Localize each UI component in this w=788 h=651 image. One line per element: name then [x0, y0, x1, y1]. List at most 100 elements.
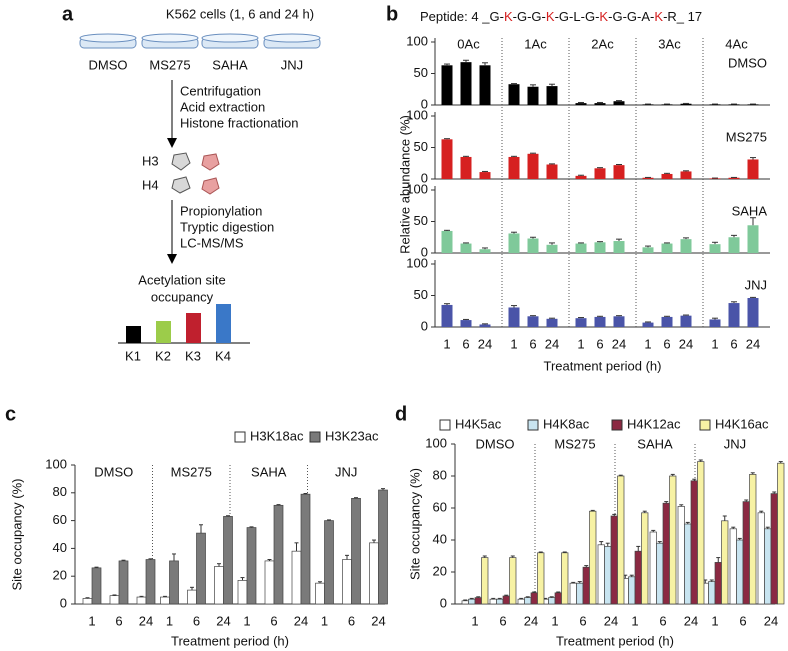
- error-bar: [172, 553, 176, 561]
- y-axis-label: Site occupancy (%): [9, 479, 24, 591]
- bar: [546, 244, 558, 253]
- bar: [548, 597, 556, 605]
- y-tick-label: 20: [53, 568, 67, 583]
- bar: [315, 582, 325, 605]
- title-char: K: [546, 9, 555, 24]
- error-bar: [612, 513, 617, 516]
- x-tick-label: 24: [478, 336, 492, 351]
- error-bar: [276, 504, 281, 506]
- icon-bar: [126, 326, 141, 343]
- panel-label: b: [386, 3, 398, 25]
- title-char: K: [599, 9, 608, 24]
- bar: [594, 316, 606, 327]
- error-bar: [645, 245, 651, 248]
- bar: [530, 592, 538, 605]
- error-bar: [597, 315, 603, 317]
- bar: [546, 86, 558, 105]
- error-bar: [712, 317, 718, 320]
- bar: [604, 546, 612, 605]
- bar: [661, 173, 673, 179]
- bar: [187, 589, 197, 605]
- error-bar: [148, 558, 153, 560]
- x-tick-label: 1: [711, 336, 718, 351]
- group-label: 2Ac: [591, 36, 614, 51]
- error-bar: [597, 101, 603, 104]
- title-char: t: [443, 9, 447, 24]
- x-tick-label: 1: [443, 336, 450, 351]
- error-bar: [549, 242, 555, 245]
- bar: [342, 559, 352, 605]
- panel-label: c: [5, 403, 16, 425]
- bar: [527, 153, 539, 179]
- bar: [82, 598, 93, 605]
- legend-label: H4K12ac: [627, 416, 681, 431]
- error-bar: [530, 152, 536, 154]
- bar: [661, 243, 673, 253]
- title-char: -: [581, 9, 585, 24]
- error-bar: [657, 541, 662, 544]
- bar: [613, 241, 625, 253]
- error-bar: [217, 563, 221, 567]
- bar: [747, 298, 759, 327]
- title-char: G: [585, 9, 595, 24]
- x-tick-label: 24: [679, 336, 693, 351]
- error-bar: [712, 241, 718, 245]
- bar: [661, 104, 673, 105]
- error-bar: [94, 566, 99, 568]
- error-bar: [616, 100, 622, 102]
- bar: [291, 550, 302, 605]
- title-char: -: [542, 9, 546, 24]
- bar: [169, 560, 179, 605]
- bar: [508, 233, 520, 253]
- error-bar: [463, 318, 469, 321]
- error-bar: [578, 101, 584, 104]
- error-bar: [618, 474, 623, 476]
- error-bar: [759, 510, 764, 513]
- dish-label: JNJ: [281, 57, 303, 72]
- error-bar: [444, 303, 450, 305]
- error-bar: [577, 581, 582, 584]
- bar: [575, 175, 587, 179]
- bar: [728, 237, 740, 253]
- error-bar: [549, 83, 555, 87]
- bar: [300, 493, 311, 605]
- x-tick-label: 1: [321, 613, 328, 628]
- bar: [736, 539, 744, 605]
- error-bar: [249, 526, 254, 528]
- error-bar: [519, 597, 524, 600]
- error-bar: [651, 529, 656, 532]
- error-bar: [664, 315, 670, 317]
- error-bar: [226, 515, 230, 517]
- result-label: occupancy: [151, 289, 214, 304]
- x-tick-label: 6: [659, 613, 666, 628]
- bar: [441, 304, 453, 327]
- x-tick-label: 24: [216, 613, 230, 628]
- title-char: L: [573, 9, 580, 24]
- x-tick-label: 1: [711, 613, 718, 628]
- bar: [554, 592, 562, 605]
- bar: [468, 598, 476, 605]
- error-bar: [530, 236, 536, 239]
- icon-bar: [216, 304, 231, 343]
- error-bar: [549, 317, 555, 319]
- panel-label: a: [62, 3, 74, 25]
- series-label: DMSO: [728, 55, 767, 70]
- error-bar: [372, 539, 376, 543]
- error-bar: [597, 241, 603, 243]
- chart-title: Peptide: 4 _G-K-G-G-K-G-L-G-K-G-G-A-K-R_…: [420, 9, 702, 24]
- group-label: JNJ: [335, 464, 357, 479]
- bar: [610, 515, 618, 605]
- error-bar: [584, 565, 589, 568]
- bar: [749, 474, 757, 605]
- bar: [489, 598, 497, 605]
- error-bar: [497, 597, 502, 600]
- error-bar: [267, 559, 272, 561]
- error-bar: [629, 574, 634, 577]
- bar: [669, 475, 677, 605]
- icon-bar-label: K2: [155, 348, 171, 363]
- error-bar: [511, 155, 517, 157]
- bar: [517, 598, 525, 605]
- y-tick-label: 0: [440, 595, 447, 610]
- legend-label: H3K23ac: [325, 428, 379, 443]
